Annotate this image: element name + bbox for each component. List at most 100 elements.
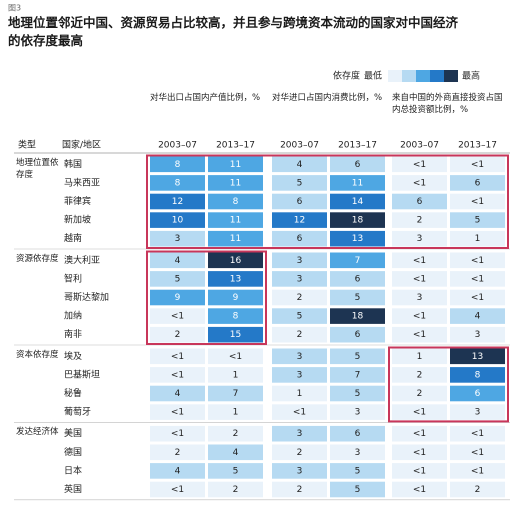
cell-value: 18 [352, 312, 364, 322]
cell-value: 3 [297, 466, 303, 476]
cell-value: 7 [355, 370, 361, 380]
period-header: 2003–07 [400, 141, 439, 151]
cell-value: <1 [171, 485, 184, 495]
cell-value: 18 [352, 216, 364, 226]
legend-low: 最低 [364, 70, 382, 82]
period-header: 2013–17 [458, 141, 497, 151]
cell-value: 5 [175, 274, 181, 284]
cell-value: <1 [471, 256, 484, 266]
cell-value: 5 [355, 485, 361, 495]
cell-value: <1 [413, 408, 426, 418]
cell-value: 8 [475, 370, 481, 380]
country-name: 智利 [64, 272, 82, 284]
cell-value: 6 [475, 178, 481, 188]
country-name: 日本 [64, 464, 82, 476]
cell-value: 9 [175, 293, 181, 303]
cell-value: <1 [171, 429, 184, 439]
cell-value: 2 [297, 448, 303, 458]
cell-value: 2 [475, 485, 481, 495]
cell-value: <1 [413, 178, 426, 188]
cell-value: <1 [413, 448, 426, 458]
legend-swatch [430, 70, 444, 82]
country-name: 美国 [64, 427, 82, 439]
cell-value: 3 [297, 256, 303, 266]
cell-value: <1 [171, 408, 184, 418]
country-name: 德国 [64, 446, 82, 458]
cell-value: <1 [413, 429, 426, 439]
country-name: 菲律宾 [64, 195, 91, 207]
cell-value: <1 [471, 293, 484, 303]
cell-value: 2 [297, 330, 303, 340]
cell-value: <1 [413, 312, 426, 322]
cell-value: 6 [355, 274, 361, 284]
figure-label: 图3 [8, 4, 21, 13]
cell-value: 5 [355, 293, 361, 303]
cell-value: 1 [233, 370, 239, 380]
group-header: 对华出口占国内产值比例，% [150, 92, 263, 104]
cell-value: 1 [297, 389, 303, 399]
country-name: 埃及 [64, 350, 82, 362]
cell-value: 13 [352, 234, 363, 244]
cell-value: 1 [475, 234, 481, 244]
group-header: 来自中国的外商直接投资占国内总投资额比例，% [392, 92, 505, 116]
country-name: 新加坡 [64, 214, 91, 226]
period-header: 2003–07 [158, 141, 197, 151]
country-name: 南非 [64, 328, 82, 340]
type-box: 发达经济体 [16, 426, 62, 466]
cell-value: 5 [355, 466, 361, 476]
cell-value: 2 [233, 429, 239, 439]
country-name: 葡萄牙 [64, 406, 91, 418]
cell-value: 6 [355, 330, 361, 340]
cell-value: <1 [471, 466, 484, 476]
type-box: 资源依存度 [16, 253, 62, 293]
cell-value: 16 [230, 256, 242, 266]
cell-value: 3 [355, 408, 361, 418]
cell-value: 15 [230, 330, 241, 340]
cell-value: <1 [413, 330, 426, 340]
cell-value: 2 [417, 370, 423, 380]
cell-value: 2 [417, 216, 423, 226]
cell-value: 3 [175, 234, 181, 244]
cell-value: 4 [475, 312, 481, 322]
cell-value: 8 [175, 178, 181, 188]
cell-value: 11 [230, 234, 241, 244]
cell-value: 3 [297, 370, 303, 380]
type-header: 类型 [18, 139, 36, 151]
type-box: 资本依存度 [16, 349, 62, 389]
cell-value: 5 [355, 389, 361, 399]
legend-high: 最高 [462, 70, 480, 82]
group-header-box: 来自中国的外商直接投资占国内总投资额比例，% [392, 92, 505, 132]
country-name: 巴基斯坦 [64, 368, 100, 380]
cell-value: 12 [294, 216, 305, 226]
cell-value: <1 [471, 197, 484, 207]
period-header: 2013–17 [216, 141, 255, 151]
cell-value: <1 [293, 408, 306, 418]
cell-value: 1 [417, 352, 423, 362]
cell-value: 2 [417, 389, 423, 399]
period-header: 2013–17 [338, 141, 377, 151]
type-box: 地理位置依存度 [16, 157, 62, 197]
title: 地理位置邻近中国、资源贸易占比较高，并且参与跨境资本流动的国家对中国经济的依存度… [8, 14, 468, 50]
type-label: 资源依存度 [16, 253, 62, 265]
country-name: 加纳 [64, 310, 82, 322]
cell-value: <1 [413, 256, 426, 266]
cell-value: 4 [175, 256, 181, 266]
cell-value: 14 [352, 197, 364, 207]
cell-value: 3 [475, 330, 481, 340]
cell-value: 7 [233, 389, 239, 399]
cell-value: 6 [297, 234, 303, 244]
cell-value: <1 [413, 274, 426, 284]
cell-value: 2 [175, 448, 181, 458]
cell-value: 3 [417, 234, 423, 244]
cell-value: 6 [297, 197, 303, 207]
cell-value: <1 [471, 429, 484, 439]
country-name: 马来西亚 [64, 177, 100, 188]
cell-value: 6 [355, 160, 361, 170]
country-name: 哥斯达黎加 [64, 291, 109, 303]
legend-title: 依存度 [333, 70, 360, 82]
legend-swatch [416, 70, 430, 82]
country-name: 秘鲁 [64, 387, 82, 399]
cell-value: 11 [352, 178, 363, 188]
cell-value: 3 [297, 429, 303, 439]
